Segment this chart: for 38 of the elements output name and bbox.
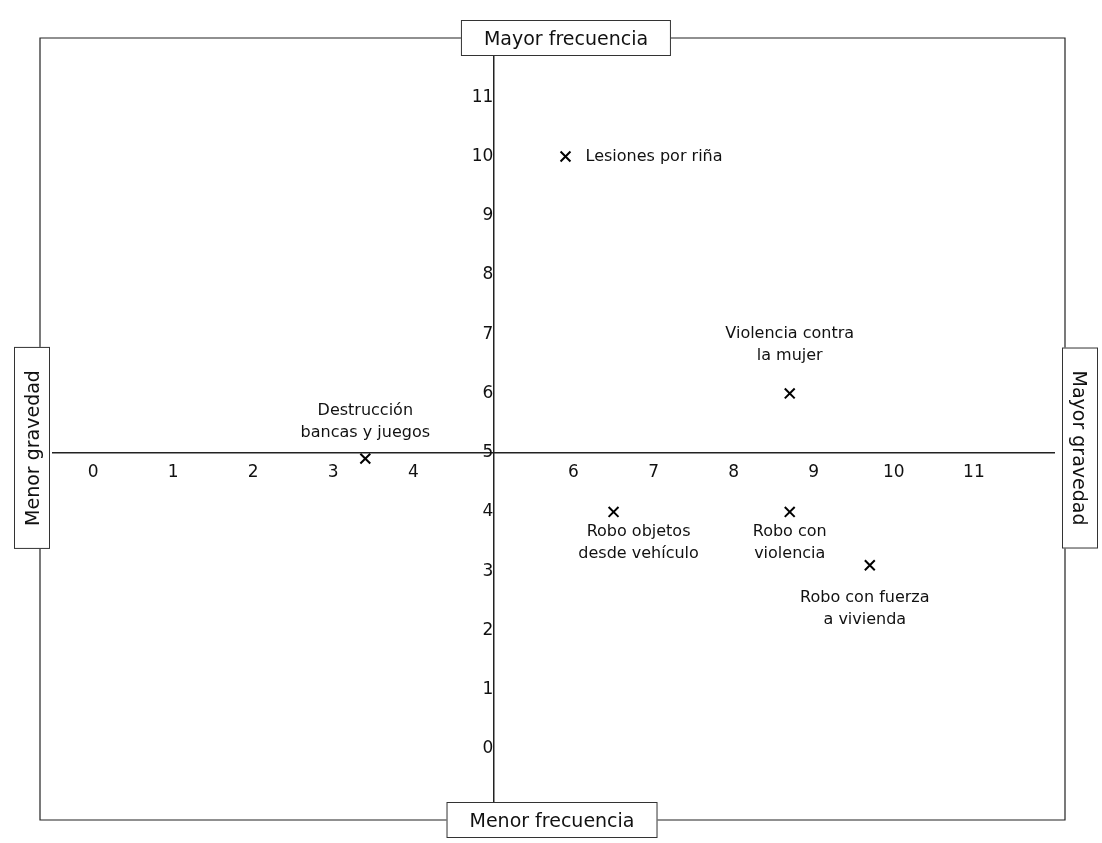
annotation: Mayor frecuencia <box>460 20 672 56</box>
y-tick-label: 4 <box>482 500 494 521</box>
point <box>607 505 620 518</box>
y-tick-label: 6 <box>482 381 494 402</box>
x-tick-label: 6 <box>568 461 579 482</box>
y-tick-label: 2 <box>482 618 494 639</box>
x-tick-label: 9 <box>808 461 820 482</box>
point <box>863 559 876 572</box>
y-tick-label: 8 <box>482 263 494 284</box>
point <box>359 452 372 465</box>
annotation: Robo con fuerza a vivienda <box>800 587 930 629</box>
x-tick-label: 1 <box>167 461 179 482</box>
x-tick-label: 10 <box>883 461 905 482</box>
y-tick-label: 1 <box>482 678 494 699</box>
point <box>783 505 796 518</box>
text: Menor gravedad <box>14 347 50 549</box>
x-tick-label: 8 <box>728 461 740 482</box>
y-tick-label: 7 <box>482 322 494 343</box>
x-tick-label: 7 <box>648 461 660 482</box>
x-tick-label: 0 <box>87 461 99 482</box>
annotation: Menor frecuencia <box>446 802 658 838</box>
x-tick-label: 2 <box>247 461 259 482</box>
y-tick-label: 9 <box>482 204 494 225</box>
annotation: Lesiones por riña <box>585 145 723 165</box>
y-tick-label: 3 <box>482 559 494 580</box>
annotation: Destrucción bancas y juegos <box>300 399 431 441</box>
y-tick-label: 10 <box>471 144 494 165</box>
point <box>559 150 572 163</box>
point <box>783 387 796 400</box>
y-tick-label: 11 <box>471 85 494 106</box>
x-tick-label: 3 <box>327 461 339 482</box>
text: Mayor gravedad <box>1062 347 1098 549</box>
x-tick-label: 4 <box>407 461 419 482</box>
x-tick-label: 11 <box>963 461 985 482</box>
y-tick-label: 0 <box>482 737 494 758</box>
annotation: Violencia contra la mujer <box>725 322 855 364</box>
annotation: Robo objetos desde vehículo <box>578 521 699 563</box>
annotation: Robo con violencia <box>752 521 827 563</box>
